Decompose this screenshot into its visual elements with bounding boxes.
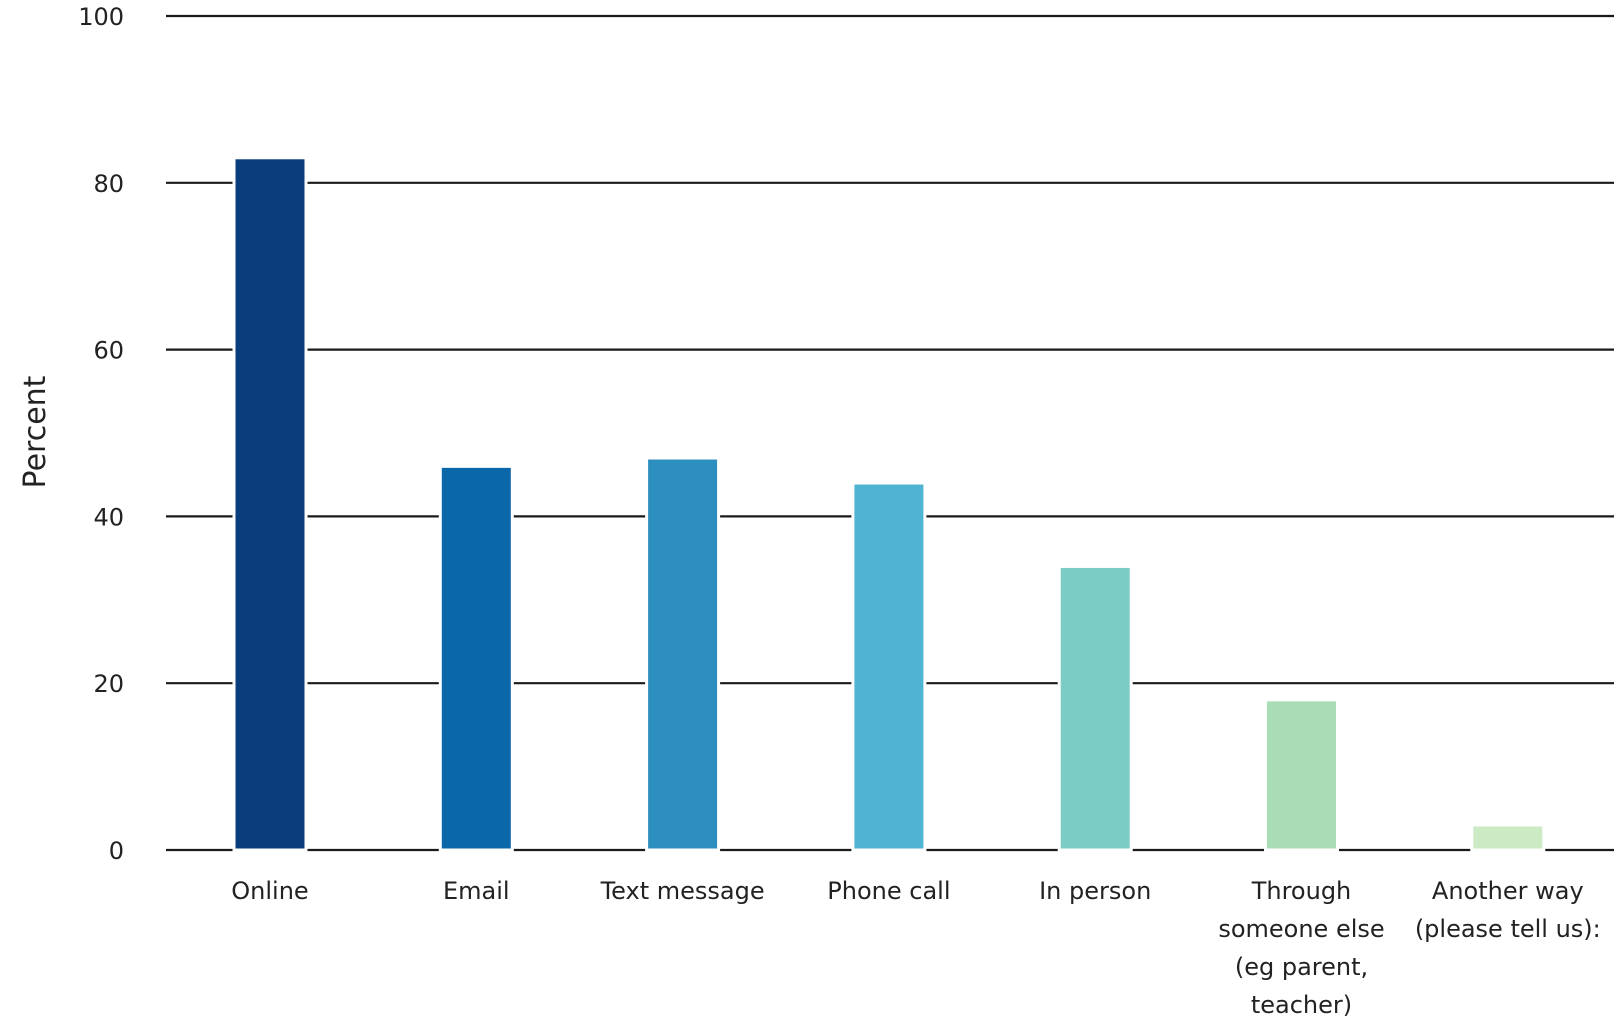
bar <box>1470 823 1546 852</box>
x-axis-category-labels: Online Email Text message Phone call In pers… <box>231 877 1600 1019</box>
x-category-label: Email <box>443 877 510 905</box>
y-tick-label: 40 <box>93 503 124 531</box>
x-category-label: Another way (please tell us): <box>1415 877 1601 943</box>
x-category-label-line: someone else <box>1218 915 1384 943</box>
x-category-label: Through someone else (eg parent, teacher) <box>1218 877 1384 1019</box>
x-category-label-line: Another way <box>1432 877 1584 905</box>
x-category-label: Online <box>231 877 308 905</box>
bar <box>645 456 721 852</box>
x-category-label-line: (please tell us): <box>1415 915 1601 943</box>
y-tick-label: 100 <box>78 3 124 31</box>
y-tick-label: 60 <box>93 337 124 365</box>
x-category-label: In person <box>1039 877 1151 905</box>
x-category-label-line: Online <box>231 877 308 905</box>
y-tick-label: 20 <box>93 670 124 698</box>
x-category-label-line: Email <box>443 877 510 905</box>
x-category-label-line: Through <box>1251 877 1352 905</box>
x-category-label: Phone call <box>827 877 950 905</box>
bar <box>438 464 514 852</box>
bar <box>1264 698 1339 852</box>
bar <box>851 481 927 852</box>
x-category-label-line: Text message <box>600 877 765 905</box>
x-category-label-line: (eg parent, <box>1235 953 1368 981</box>
y-axis-ticks: 0 20 40 60 80 100 <box>78 3 124 865</box>
y-axis-title: Percent <box>18 375 53 488</box>
bar <box>1057 564 1133 852</box>
bar <box>232 156 308 852</box>
x-category-label-line: Phone call <box>827 877 950 905</box>
y-tick-label: 80 <box>93 170 124 198</box>
x-category-label-line: teacher) <box>1251 991 1352 1019</box>
x-category-label-line: In person <box>1039 877 1151 905</box>
x-category-label: Text message <box>600 877 765 905</box>
bars <box>232 156 1546 852</box>
y-tick-label: 0 <box>109 837 124 865</box>
